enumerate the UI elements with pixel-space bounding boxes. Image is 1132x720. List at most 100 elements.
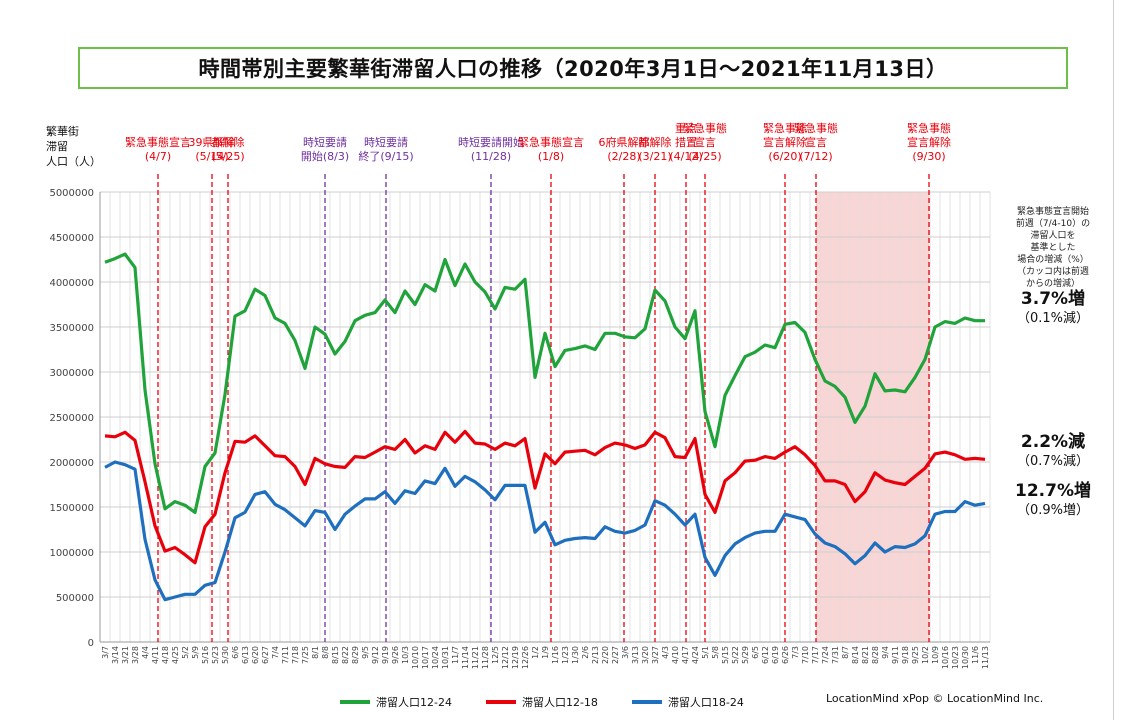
y-tick-label: 4500000 [49,233,94,244]
legend-label: 滞留人口12-18 [521,696,598,709]
x-tick-label: 3/20 [641,646,650,664]
event-label-line: 緊急事態 [763,122,807,135]
event-label: 6府県解除 (2/28) [599,136,650,164]
event-label-line: (5/14) [195,150,229,163]
event-label: 緊急事態 宣言解除 (6/20) [763,122,807,164]
x-tick-label: 5/2 [181,646,190,659]
note-line: からの増減） [1025,279,1080,289]
x-tick-label: 10/9 [931,646,940,664]
x-tick-label: 6/26 [781,646,790,664]
x-tick-label: 2/20 [601,646,610,664]
event-label-line: (4/12) [669,150,703,163]
x-tick-label: 7/18 [291,646,300,664]
x-tick-label: 8/7 [841,646,850,659]
x-tick-label: 10/30 [961,646,970,669]
y-unit-line: 滞留 [46,140,68,153]
x-tick-label: 9/26 [391,646,400,664]
x-tick-label: 4/18 [161,646,170,664]
event-label: 緊急事態宣言 (4/7) [125,136,191,164]
x-tick-label: 9/5 [361,646,370,659]
x-tick-label: 9/11 [891,646,900,664]
x-tick-label: 10/17 [421,646,430,669]
y-tick-label: 4000000 [49,278,94,289]
event-label: 時短要請開始 (11/28) [458,136,524,164]
x-tick-label: 8/21 [861,646,870,664]
x-tick-label: 1/16 [551,646,560,664]
annotation-red: 2.2%減 （0.7%減） [994,432,1112,470]
event-label: 重点 措置 (4/12) [669,122,702,164]
event-label-line: 宣言 [694,136,716,149]
event-label-line: 宣言解除 [763,136,807,149]
legend-swatch [485,700,516,704]
event-label-line: (1/8) [537,150,565,163]
event-label-line: 緊急事態 [794,122,838,135]
event-label-line: (4/25) [688,150,722,163]
x-tick-label: 8/1 [311,646,320,659]
event-label: 緊急事態 宣言 (7/12) [794,122,838,164]
y-tick-label: 1500000 [49,503,94,514]
note-line: （カッコ内は前週 [1016,267,1089,277]
x-tick-label: 5/8 [711,646,720,659]
event-label-line: 都解除 [211,136,245,149]
x-tick-label: 6/5 [751,646,760,659]
x-tick-label: 8/29 [351,646,360,664]
data-credit: LocationMind xPop © LocationMind Inc. [826,692,1044,705]
legend-label: 滞留人口18-24 [667,696,744,709]
x-tick-label: 11/21 [471,646,480,669]
x-tick-label: 12/5 [491,646,500,664]
event-label-line: 緊急事態宣言 [125,136,191,149]
x-tick-label: 3/14 [111,646,120,664]
x-tick-label: 1/23 [561,646,570,664]
event-label-line: 緊急事態 [683,122,727,135]
x-tick-label: 7/3 [791,646,800,659]
event-label-line: (2/28) [607,150,641,163]
event-label: 緊急事態宣言 (1/8) [518,136,584,164]
event-label: 都解除 (3/21) [638,136,671,164]
x-tick-label: 6/12 [761,646,770,664]
event-label-line: 都解除 [638,136,672,149]
x-tick-label: 4/3 [661,646,670,659]
x-tick-label: 5/9 [191,646,200,659]
note-line: 場合の増減（%） [1017,255,1089,265]
x-tick-label: 6/19 [771,646,780,664]
y-unit-line: 繁華街 [46,125,79,138]
x-tick-label: 3/7 [101,646,110,659]
x-tick-label: 5/22 [731,646,740,664]
x-tick-label: 4/17 [681,646,690,664]
event-label: 緊急事態 宣言解除 (9/30) [907,122,951,164]
x-tick-label: 5/29 [741,646,750,664]
y-tick-label: 3500000 [49,323,94,334]
x-tick-label: 7/24 [821,646,830,664]
x-tick-label: 1/30 [571,646,580,664]
x-tick-label: 3/21 [121,646,130,664]
event-label-line: 6府県解除 [598,136,650,149]
x-tick-label: 7/17 [811,646,820,664]
event-label-line: (11/28) [470,150,512,163]
x-tick-label: 8/8 [321,646,330,659]
event-label-line: 終了(9/15) [358,150,414,163]
x-tick-label: 8/22 [341,646,350,664]
legend-swatch [340,700,370,704]
x-tick-label: 2/13 [591,646,600,664]
annotation-weekly: （0.7%減） [1016,454,1090,469]
annotation-change: 3.7%増 [1020,289,1086,309]
y-unit-line: 人口（人） [46,155,101,168]
event-label-line: 緊急事態宣言 [518,136,584,149]
x-tick-label: 7/11 [281,646,290,664]
event-label-line: 緊急事態 [907,122,951,135]
chart-legend: 滞留人口12-24 滞留人口12-18 滞留人口18-24 [340,694,744,710]
annotation-weekly: （0.9%増） [1016,503,1090,518]
x-tick-label: 11/13 [981,646,990,669]
note-line: 基準とした [1030,243,1076,253]
event-label-line: (4/7) [144,150,172,163]
note-line: 滞留人口を [1030,231,1076,241]
x-tick-label: 5/15 [721,646,730,664]
legend-item: 滞留人口18-24 [631,694,744,710]
x-tick-label: 10/23 [951,646,960,669]
y-tick-label: 1000000 [49,548,94,559]
x-tick-label: 3/13 [631,646,640,664]
x-tick-label: 6/20 [251,646,260,664]
event-label-line: (6/20) [768,150,802,163]
x-tick-label: 8/14 [851,646,860,664]
